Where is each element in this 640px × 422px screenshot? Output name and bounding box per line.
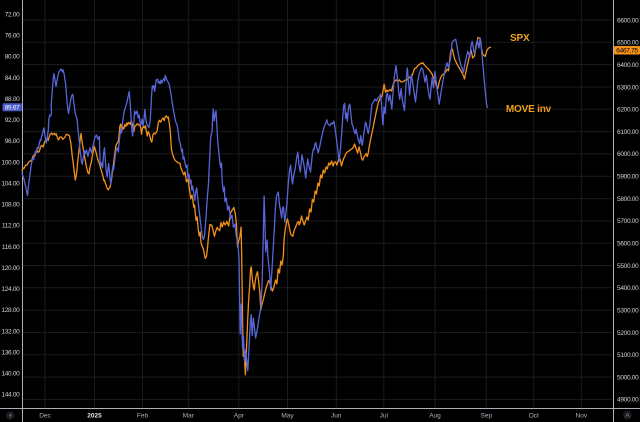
svg-text:72.00: 72.00 [5,12,20,19]
svg-text:Feb: Feb [137,413,149,420]
svg-text:Aug: Aug [429,413,441,420]
svg-text:5400.00: 5400.00 [617,285,639,292]
svg-text:100.00: 100.00 [1,159,20,166]
svg-text:Apr: Apr [234,413,245,420]
svg-text:5600.00: 5600.00 [617,241,639,248]
svg-text:89.67: 89.67 [5,105,20,112]
svg-text:2025: 2025 [87,413,102,420]
svg-text:116.00: 116.00 [2,244,20,251]
svg-text:6500.00: 6500.00 [617,40,639,47]
svg-text:5000.00: 5000.00 [617,374,639,381]
svg-text:140.00: 140.00 [1,371,20,378]
svg-text:144.00: 144.00 [1,392,20,399]
svg-text:6300.00: 6300.00 [617,84,639,91]
svg-text:104.00: 104.00 [1,181,20,188]
svg-text:6200.00: 6200.00 [617,107,639,114]
svg-text:5100.00: 5100.00 [617,352,639,359]
svg-text:5200.00: 5200.00 [617,330,639,337]
svg-text:5700.00: 5700.00 [617,218,639,225]
svg-text:Sep: Sep [481,413,493,420]
svg-text:120.00: 120.00 [1,265,20,272]
svg-text:Jun: Jun [331,413,342,420]
svg-text:5500.00: 5500.00 [617,263,639,270]
svg-text:MOVE inv: MOVE inv [506,104,552,115]
svg-text:5900.00: 5900.00 [617,174,639,181]
svg-text:108.00: 108.00 [1,202,20,209]
svg-text:112.00: 112.00 [2,223,20,230]
svg-text:Nov: Nov [576,413,588,420]
svg-text:124.00: 124.00 [1,286,20,293]
svg-text:6100.00: 6100.00 [617,129,639,136]
svg-text:Mar: Mar [183,413,195,420]
svg-text:SPX: SPX [510,33,530,44]
svg-text:Jul: Jul [380,413,389,420]
svg-text:128.00: 128.00 [1,307,20,314]
svg-text:96.00: 96.00 [5,138,20,145]
svg-text:6467.75: 6467.75 [616,48,638,55]
svg-text:6400.00: 6400.00 [617,62,639,69]
svg-text:May: May [281,413,294,420]
svg-text:76.00: 76.00 [5,33,20,40]
svg-text:4900.00: 4900.00 [617,397,639,404]
svg-text:132.00: 132.00 [1,328,20,335]
svg-text:88.00: 88.00 [5,96,20,103]
svg-text:Dec: Dec [39,413,51,420]
svg-text:84.00: 84.00 [5,75,20,82]
svg-text:6000.00: 6000.00 [617,151,639,158]
svg-text:5800.00: 5800.00 [617,196,639,203]
svg-text:5300.00: 5300.00 [617,308,639,315]
svg-text:6600.00: 6600.00 [617,17,639,24]
svg-text:A: A [625,413,630,420]
svg-text:92.00: 92.00 [5,117,20,124]
svg-text:Oct: Oct [529,413,539,420]
svg-text:136.00: 136.00 [1,349,20,356]
svg-text:80.00: 80.00 [5,54,20,61]
